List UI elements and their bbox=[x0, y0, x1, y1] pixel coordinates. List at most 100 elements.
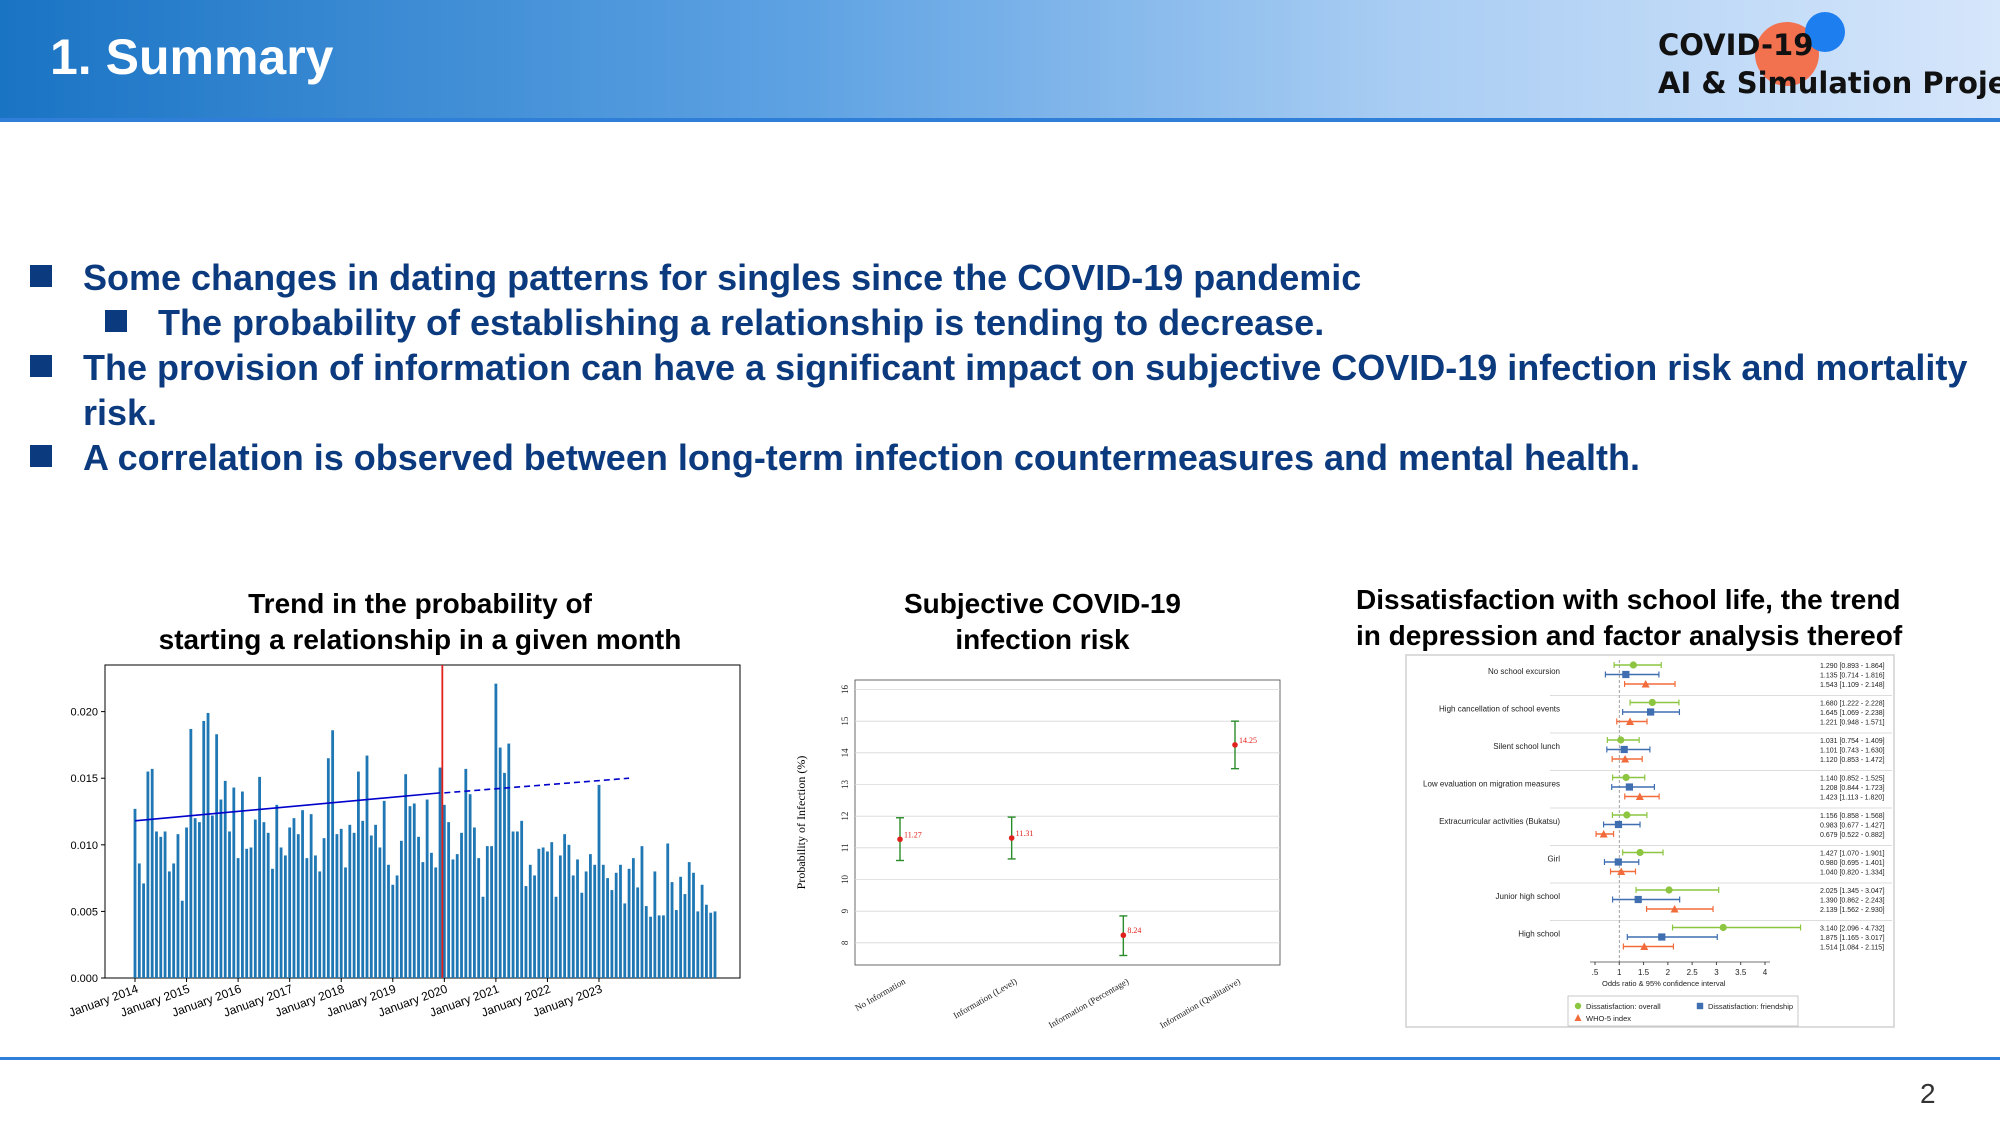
bar bbox=[455, 854, 459, 978]
figure2-title-line1: Subjective COVID-19 bbox=[904, 588, 1181, 619]
bar bbox=[705, 904, 708, 978]
figure1-title: Trend in the probability of starting a r… bbox=[100, 586, 740, 658]
bar bbox=[610, 890, 614, 978]
value-label: 1.135 [0.714 - 1.816] bbox=[1820, 673, 1885, 680]
value-label: 1.680 [1.222 - 2.228] bbox=[1820, 701, 1885, 708]
bar bbox=[236, 858, 240, 978]
logo-line1: COVID-19 bbox=[1658, 28, 1814, 62]
bar bbox=[206, 712, 210, 978]
logo-blue-circle bbox=[1805, 12, 1845, 52]
page-number: 2 bbox=[1920, 1078, 1936, 1109]
bar bbox=[511, 831, 515, 978]
bar bbox=[159, 836, 163, 978]
bar bbox=[442, 804, 446, 978]
y-axis-label: Probability of Infection (%) bbox=[794, 756, 808, 890]
bar bbox=[348, 824, 352, 978]
bar bbox=[558, 855, 562, 978]
bar bbox=[412, 803, 416, 978]
bar bbox=[666, 843, 670, 978]
bar bbox=[163, 831, 167, 978]
bar bbox=[335, 834, 339, 978]
bullet-text: Some changes in dating patterns for sing… bbox=[83, 257, 1362, 298]
value-label: 1.543 [1.109 - 2.148] bbox=[1820, 682, 1885, 689]
data-point bbox=[897, 836, 903, 843]
bar bbox=[657, 915, 661, 978]
bar bbox=[357, 771, 360, 978]
bar bbox=[352, 832, 356, 978]
bar bbox=[485, 846, 489, 978]
bar bbox=[494, 683, 498, 978]
bar bbox=[597, 784, 601, 978]
bar bbox=[670, 882, 674, 978]
data-label: 8.24 bbox=[1127, 926, 1141, 935]
x-tick-label: 3 bbox=[1714, 968, 1719, 977]
bar bbox=[614, 872, 618, 978]
x-tick-label: 1 bbox=[1617, 968, 1622, 977]
data-point bbox=[1635, 792, 1644, 800]
bar bbox=[464, 768, 468, 978]
row-label: Girl bbox=[1548, 855, 1561, 864]
bar bbox=[524, 886, 528, 978]
value-label: 2.025 [1.345 - 3.047] bbox=[1820, 888, 1885, 895]
bar bbox=[520, 820, 524, 978]
bar bbox=[593, 864, 597, 978]
y-tick-label: 0.015 bbox=[70, 773, 98, 785]
x-tick-label: Information (Percentage) bbox=[1047, 976, 1131, 1030]
bar bbox=[292, 818, 296, 978]
data-point bbox=[1614, 820, 1623, 829]
data-point bbox=[1719, 923, 1727, 932]
bar bbox=[180, 900, 184, 978]
bar bbox=[584, 871, 588, 978]
x-tick-label: .5 bbox=[1592, 968, 1599, 977]
data-label: 14.25 bbox=[1239, 736, 1257, 745]
bar bbox=[262, 822, 266, 978]
data-point bbox=[1658, 933, 1666, 941]
bar bbox=[283, 855, 287, 978]
bar bbox=[288, 827, 292, 978]
bar bbox=[627, 868, 631, 978]
data-point bbox=[1634, 895, 1642, 904]
bar bbox=[507, 743, 511, 978]
bar bbox=[619, 864, 622, 978]
value-label: 1.101 [0.743 - 1.630] bbox=[1820, 748, 1885, 755]
bar bbox=[275, 804, 279, 978]
bar bbox=[640, 846, 644, 978]
value-label: 3.140 [2.096 - 4.732] bbox=[1820, 926, 1885, 933]
bar bbox=[696, 911, 700, 978]
data-point bbox=[1620, 745, 1628, 754]
slide-title: 1. Summary bbox=[50, 29, 334, 85]
bar bbox=[468, 794, 472, 978]
infection-risk-errorbar-chart: 8 9 10 11 12 13 14 15 16 Probability of Infection… bbox=[794, 679, 1281, 1030]
x-tick-label: 2 bbox=[1666, 968, 1671, 977]
bar bbox=[636, 887, 640, 978]
value-label: 1.120 [0.853 - 1.472] bbox=[1820, 757, 1885, 764]
bar bbox=[228, 831, 231, 978]
bullet-text: The probability of establishing a relati… bbox=[158, 302, 1325, 343]
bar bbox=[271, 868, 274, 978]
bar bbox=[142, 883, 145, 978]
figure3-title-line1: Dissatisfaction with school life, the tr… bbox=[1356, 584, 1901, 615]
bar bbox=[421, 862, 425, 978]
data-point bbox=[1625, 783, 1633, 791]
trend-line-post bbox=[444, 777, 630, 794]
bar bbox=[515, 831, 519, 978]
y-tick-label: 13 bbox=[840, 780, 850, 790]
bar bbox=[245, 848, 249, 978]
bar bbox=[679, 876, 683, 978]
bullet-item: The provision of information can have a … bbox=[28, 345, 1978, 435]
logo-line2: AI & Simulation Project bbox=[1658, 66, 2000, 100]
data-point bbox=[1640, 942, 1649, 950]
bar bbox=[477, 858, 481, 978]
value-label: 1.427 [1.070 - 1.901] bbox=[1820, 851, 1885, 858]
bullet-text: The provision of information can have a … bbox=[83, 347, 1968, 433]
bullet-item: A correlation is observed between long-t… bbox=[28, 435, 1978, 480]
data-point bbox=[1617, 736, 1625, 744]
figure1-title-line1: Trend in the probability of bbox=[248, 588, 592, 619]
plot-frame bbox=[1405, 654, 1895, 1028]
bar bbox=[133, 808, 137, 978]
data-label: 11.31 bbox=[1016, 829, 1034, 838]
bar bbox=[580, 892, 584, 978]
row-label: Low evaluation on migration measures bbox=[1423, 780, 1560, 789]
figure2-title-line2: infection risk bbox=[955, 624, 1130, 655]
square-bullet-icon bbox=[30, 265, 52, 287]
